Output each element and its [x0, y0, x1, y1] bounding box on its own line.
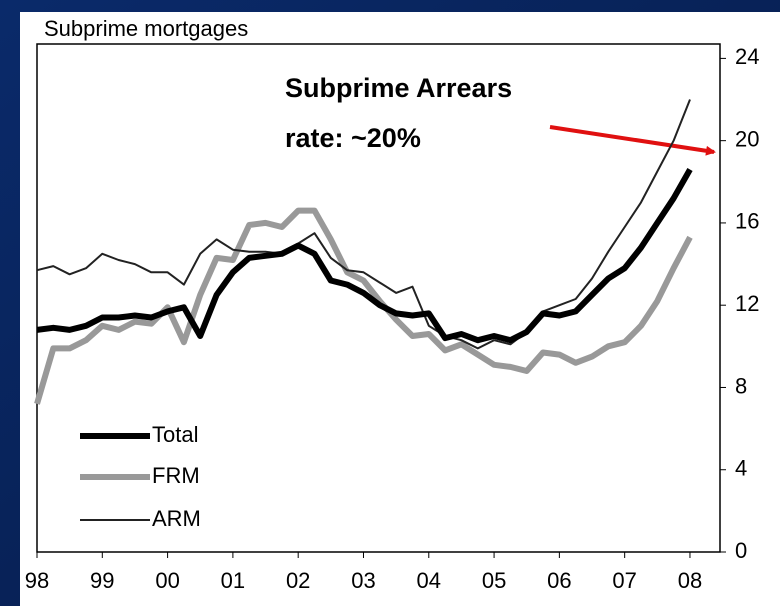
series-line [34, 207, 693, 405]
x-tick-label: 98 [25, 568, 49, 593]
x-tick-label: 99 [90, 568, 114, 593]
chart-title: Subprime mortgages [44, 16, 248, 41]
y-tick-label: 16 [735, 209, 759, 234]
plot-frame [36, 43, 721, 553]
y-tick-label: 24 [735, 44, 759, 69]
annotation: rate: ~20% [285, 123, 421, 153]
annotation: Subprime Arrears [285, 73, 512, 103]
x-tick-label: 06 [547, 568, 571, 593]
y-tick-label: 12 [735, 291, 759, 316]
x-tick-label: 04 [417, 568, 441, 593]
x-tick-label: 00 [155, 568, 179, 593]
x-tick-label: 01 [221, 568, 245, 593]
x-tick-label: 03 [351, 568, 375, 593]
series-line [36, 168, 693, 344]
x-tick-label: 05 [482, 568, 506, 593]
y-tick-label: 0 [735, 538, 747, 563]
series-line [36, 99, 691, 350]
x-tick-label: 07 [612, 568, 636, 593]
legend-label: FRM [152, 463, 200, 488]
x-tick-label: 08 [678, 568, 702, 593]
y-tick-label: 8 [735, 373, 747, 398]
legend-label: Total [152, 422, 198, 447]
arrow [549, 125, 716, 156]
y-tick-label: 4 [735, 456, 747, 481]
x-tick-label: 02 [286, 568, 310, 593]
legend-label: ARM [152, 506, 201, 531]
y-tick-label: 20 [735, 126, 759, 151]
